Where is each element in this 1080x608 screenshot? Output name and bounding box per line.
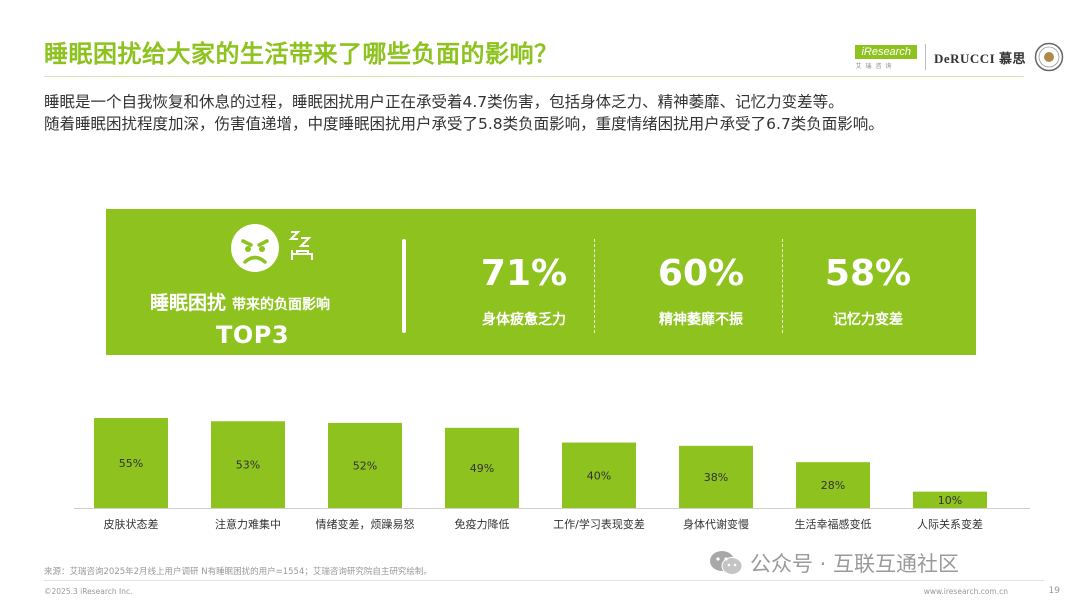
logo-group: iResearch 艾瑞咨询 DeRUCCI 慕思: [855, 40, 1064, 74]
iresearch-logo-text: iResearch: [855, 44, 917, 59]
intro-line-1: 睡眠是一个自我恢复和休息的过程，睡眠困扰用户正在承受着4.7类伤害，包括身体乏力…: [44, 93, 844, 111]
panel-top3-label: TOP3: [216, 321, 290, 349]
category-label: 皮肤状态差: [104, 517, 159, 531]
title-divider: [44, 76, 1024, 77]
bar-value-label: 53%: [236, 459, 260, 472]
category-label: 免疫力降低: [455, 517, 510, 531]
panel-lead: 睡眠困扰 带来的负面影响: [150, 288, 330, 315]
stat-1: 71% 身体疲惫乏力: [429, 253, 619, 329]
bar: [94, 418, 168, 508]
intro-line-2: 随着睡眠困扰程度加深，伤害值递增，中度睡眠困扰用户承受了5.8类负面影响，重度情…: [44, 115, 884, 133]
stat-3: 58% 记忆力变差: [773, 253, 963, 329]
bar: [328, 422, 402, 508]
sleep-zzz-icon: [288, 231, 313, 260]
stat-2-label: 精神萎靡不振: [659, 312, 743, 328]
bar: [913, 491, 987, 508]
category-label: 人际关系变差: [917, 517, 983, 531]
bar-value-label: 52%: [353, 459, 377, 472]
bar-value-label: 38%: [704, 471, 728, 484]
panel-lead-small: 带来的负面影响: [232, 297, 331, 313]
wechat-icon: [710, 551, 743, 575]
category-label: 情绪变差，烦躁易怒: [316, 517, 415, 531]
website: www.iresearch.com.cn: [923, 587, 1008, 596]
stat-2-percent: 60%: [657, 253, 745, 294]
bar-value-label: 40%: [587, 469, 611, 482]
stat-3-percent: 58%: [824, 253, 912, 294]
bar: [562, 442, 636, 508]
bar: [445, 427, 519, 508]
bar: [679, 445, 753, 508]
stat-2: 60% 精神萎靡不振: [606, 253, 796, 329]
category-label: 注意力难集中: [215, 517, 281, 531]
bar-value-label: 49%: [470, 462, 494, 475]
category-label: 身体代谢变慢: [683, 517, 749, 531]
iresearch-logo-subtext: 艾瑞咨询: [855, 62, 896, 70]
bar-value-label: 55%: [119, 457, 143, 470]
stat-divider-2: [782, 239, 783, 333]
derucci-logo: DeRUCCI 慕思: [933, 50, 1026, 66]
watermark: 公众号 · 互联互通社区: [708, 548, 959, 578]
page-number: 19: [1048, 586, 1060, 596]
bar: [211, 421, 285, 508]
iresearch-logo: iResearch 艾瑞咨询: [855, 44, 917, 70]
bar-value-label: 10%: [938, 494, 962, 507]
top3-panel: 睡眠困扰 带来的负面影响 TOP3 71% 身体疲惫乏力 60% 精神萎靡不振 5…: [106, 209, 976, 355]
footer-divider: [44, 580, 1044, 581]
bar-chart: 55% 皮肤状态差 53% 注意力难集中 52% 情绪变差，烦躁易怒 49% 免疫力降低 40%…: [74, 418, 1030, 531]
category-label: 生活幸福感变低: [795, 517, 872, 531]
bar: [796, 462, 870, 508]
seal-icon: [1034, 42, 1064, 72]
stat-divider-1: [594, 239, 595, 333]
stat-1-label: 身体疲惫乏力: [482, 312, 566, 328]
page-title: 睡眠困扰给大家的生活带来了哪些负面的影响？: [44, 40, 559, 68]
watermark-text: 公众号 · 互联互通社区: [750, 552, 960, 576]
copyright: ©2025.3 iResearch Inc.: [44, 587, 133, 596]
stat-3-label: 记忆力变差: [833, 312, 903, 328]
sad-face-icon: [231, 224, 279, 272]
panel-divider: [402, 239, 406, 333]
intro-text: 睡眠是一个自我恢复和休息的过程，睡眠困扰用户正在承受着4.7类伤害，包括身体乏力…: [44, 91, 1044, 135]
bar-value-label: 28%: [821, 479, 845, 492]
category-label: 工作/学习表现变差: [553, 517, 645, 531]
stat-1-percent: 71%: [480, 253, 568, 294]
logo-divider: [924, 44, 926, 70]
source-note: 来源：艾瑞咨询2025年2月线上用户调研 N有睡眠困扰的用户=1554；艾瑞咨询…: [44, 567, 432, 577]
panel-lead-main: 睡眠困扰: [150, 292, 227, 314]
